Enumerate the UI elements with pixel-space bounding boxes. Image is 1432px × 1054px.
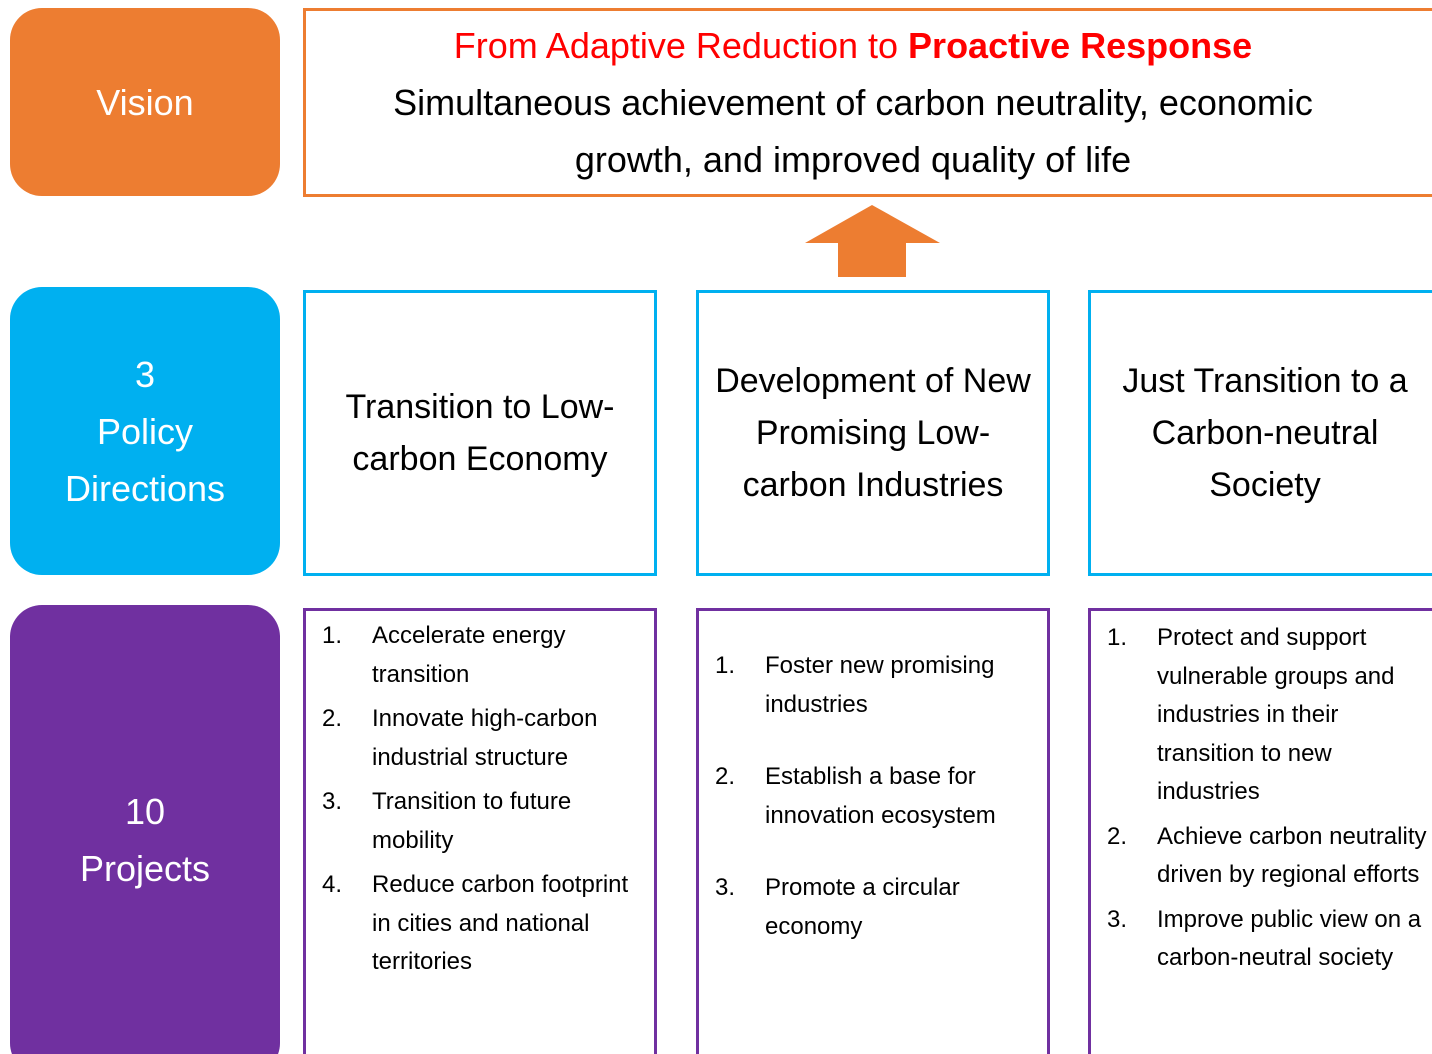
- vision-text: Simultaneous achievement of carbon neutr…: [393, 82, 1313, 180]
- vision-box: From Adaptive Reduction to Proactive Res…: [303, 8, 1432, 197]
- project-item: 2. Innovate high-carbon industrial struct…: [322, 700, 644, 777]
- directions-label-line: Directions: [64, 467, 226, 509]
- project-item: 1. Foster new promising industries: [715, 647, 1037, 724]
- project-item: 2. Establish a base for innovation ecosys…: [715, 758, 1037, 835]
- arrow-layer: [805, 205, 940, 277]
- directions-label-line: 3: [134, 353, 156, 395]
- project-item: 3. Promote a circular economy: [715, 869, 1037, 946]
- project-item: 2. Achieve carbon neutrality driven by re…: [1107, 818, 1429, 895]
- headline-plain: From Adaptive Reduction to: [453, 25, 909, 66]
- project-number: 2.: [322, 705, 343, 732]
- project-item: 1. Accelerate energy transition: [322, 617, 644, 694]
- project-box: 1. Accelerate energy transition 2. Innovate…: [303, 608, 657, 1054]
- projects-label-line: 10: [124, 791, 166, 832]
- direction-box: Development of New Promising Low-carbon …: [696, 290, 1050, 576]
- direction-box: Just Transition to a Carbon-neutral Soci…: [1088, 290, 1432, 576]
- project-text: Improve public view on a carbon-neutral …: [1157, 905, 1422, 972]
- project-text: Achieve carbon neutrality driven by regi…: [1157, 822, 1427, 889]
- direction-text: Just Transition to a Carbon-neutral Soci…: [1122, 362, 1408, 504]
- project-number: 1.: [715, 652, 736, 679]
- project-text: Foster new promising industries: [765, 652, 995, 718]
- project-box: 1. Protect and support vulnerable groups …: [1088, 608, 1432, 1054]
- project-text: Reduce carbon footprint in cities and na…: [372, 871, 629, 975]
- project-item: 3. Improve public view on a carbon-neutra…: [1107, 901, 1429, 978]
- project-text: Promote a circular economy: [765, 874, 960, 940]
- project-box: 1. Foster new promising industries 2. Estab…: [696, 608, 1050, 1054]
- direction-box: Transition to Low-carbon Economy: [303, 290, 657, 576]
- project-text: Accelerate energy transition: [372, 622, 566, 688]
- project-number: 3.: [715, 874, 736, 901]
- project-text: Innovate high-carbon industrial structur…: [372, 705, 598, 771]
- project-item: 3. Transition to future mobility: [322, 783, 644, 860]
- vision-label: Vision: [96, 81, 194, 123]
- project-number: 3.: [1107, 905, 1128, 933]
- directions-label-line: Policy: [96, 410, 194, 452]
- project-number: 4.: [322, 871, 343, 898]
- directions-tag: 3 Policy Directions: [10, 287, 280, 575]
- project-item: 1. Protect and support vulnerable groups …: [1107, 619, 1429, 812]
- project-number: 1.: [1107, 624, 1128, 651]
- project-number: 3.: [322, 788, 343, 815]
- projects-tag: 10 Projects: [10, 605, 280, 1054]
- projects-label-line: Projects: [79, 848, 211, 889]
- vision-tag: Vision: [10, 8, 280, 196]
- project-number: 2.: [1107, 822, 1128, 850]
- project-text: Protect and support vulnerable groups an…: [1157, 624, 1395, 805]
- headline-bold: Proactive Response: [908, 25, 1253, 66]
- vision-headline: From Adaptive Reduction to Proactive Res…: [454, 17, 1252, 74]
- project-number: 1.: [322, 622, 343, 649]
- direction-text: Development of New Promising Low-carbon …: [715, 362, 1031, 504]
- project-text: Establish a base for innovation ecosyste…: [765, 763, 996, 829]
- project-text: Transition to future mobility: [372, 788, 572, 854]
- project-number: 2.: [715, 763, 736, 790]
- direction-text: Transition to Low-carbon Economy: [345, 388, 615, 478]
- up-arrow: [805, 205, 940, 277]
- project-item: 4. Reduce carbon footprint in cities and …: [322, 866, 644, 982]
